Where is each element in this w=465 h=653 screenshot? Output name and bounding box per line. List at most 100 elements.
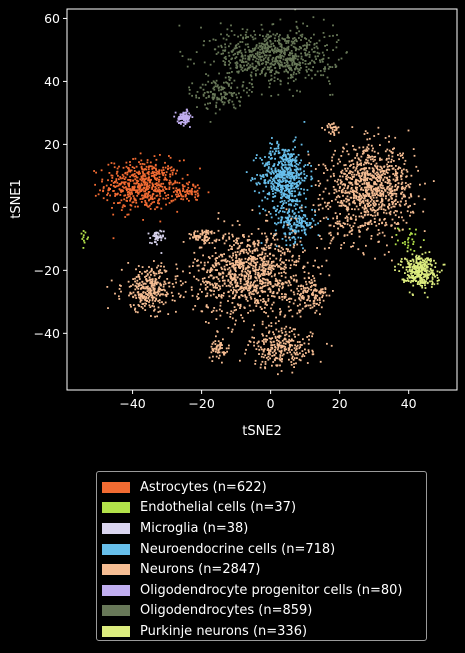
data-point	[154, 208, 156, 211]
data-point	[212, 284, 214, 287]
data-point	[314, 311, 317, 314]
data-point	[262, 190, 265, 193]
data-point	[390, 206, 393, 209]
data-point	[263, 285, 266, 287]
data-point	[279, 257, 282, 260]
data-point	[359, 169, 362, 171]
data-point	[254, 269, 257, 271]
data-point	[145, 203, 148, 206]
data-point	[109, 194, 111, 197]
data-point	[285, 201, 288, 204]
data-point	[249, 291, 252, 294]
data-point	[214, 284, 217, 286]
data-point	[271, 48, 273, 51]
data-point	[354, 202, 356, 205]
data-point	[379, 195, 382, 197]
data-point	[265, 340, 267, 343]
data-point	[305, 352, 307, 354]
data-point	[112, 213, 115, 216]
data-point	[158, 275, 161, 278]
data-point	[211, 349, 214, 351]
data-point	[385, 197, 387, 200]
data-point	[304, 222, 307, 224]
data-point	[114, 193, 117, 196]
data-point	[216, 330, 219, 333]
data-point	[391, 190, 394, 192]
data-point	[207, 74, 210, 77]
data-point	[304, 54, 307, 57]
data-point	[285, 185, 288, 188]
data-point	[270, 272, 272, 274]
data-point	[151, 242, 153, 245]
data-point	[251, 336, 254, 339]
data-point	[374, 187, 377, 190]
data-point	[258, 348, 261, 351]
data-point	[282, 345, 285, 348]
data-point	[258, 212, 261, 215]
data-point	[267, 180, 270, 183]
data-point	[293, 263, 295, 266]
data-point	[280, 254, 282, 257]
data-point	[284, 263, 287, 266]
data-point	[303, 265, 306, 268]
data-point	[248, 289, 250, 292]
data-point	[149, 306, 152, 308]
data-point	[222, 49, 224, 52]
data-point	[294, 46, 297, 49]
data-point	[371, 214, 374, 217]
data-point	[186, 174, 189, 176]
data-point	[364, 179, 366, 182]
data-point	[315, 45, 318, 48]
data-point	[255, 290, 257, 293]
data-point	[107, 307, 109, 309]
data-point	[223, 283, 226, 285]
data-point	[125, 188, 128, 190]
points-layer	[80, 8, 446, 376]
data-point	[215, 309, 218, 312]
data-point	[223, 259, 226, 262]
data-point	[279, 250, 282, 253]
data-point	[282, 286, 284, 288]
data-point	[243, 286, 246, 289]
data-point	[144, 178, 147, 181]
data-point	[201, 239, 204, 241]
data-point	[255, 182, 258, 185]
data-point	[148, 191, 150, 193]
data-point	[284, 314, 287, 317]
data-point	[364, 204, 366, 207]
data-point	[244, 278, 246, 281]
data-point	[244, 270, 247, 273]
data-point	[296, 203, 299, 206]
data-point	[283, 49, 286, 52]
data-point	[357, 248, 360, 251]
data-point	[343, 234, 346, 237]
data-point	[135, 297, 138, 299]
data-point	[366, 170, 368, 172]
data-point	[392, 167, 394, 170]
data-point	[257, 291, 260, 294]
data-point	[293, 205, 296, 207]
data-point	[251, 47, 254, 50]
data-point	[252, 267, 254, 270]
data-point	[247, 275, 250, 277]
data-point	[137, 180, 140, 183]
data-point	[277, 330, 280, 333]
data-point	[307, 272, 310, 275]
data-point	[177, 292, 180, 295]
data-point	[230, 256, 233, 259]
data-point	[277, 185, 279, 188]
data-point	[114, 292, 116, 295]
data-point	[271, 261, 273, 263]
data-point	[240, 265, 243, 268]
data-point	[288, 347, 290, 350]
data-point	[204, 288, 207, 291]
data-point	[238, 45, 241, 48]
data-point	[398, 158, 400, 161]
data-point	[162, 235, 164, 238]
data-point	[143, 295, 146, 298]
data-point	[397, 223, 400, 225]
data-point	[295, 55, 298, 58]
data-point	[358, 163, 361, 166]
data-point	[223, 242, 226, 245]
data-point	[222, 37, 225, 40]
